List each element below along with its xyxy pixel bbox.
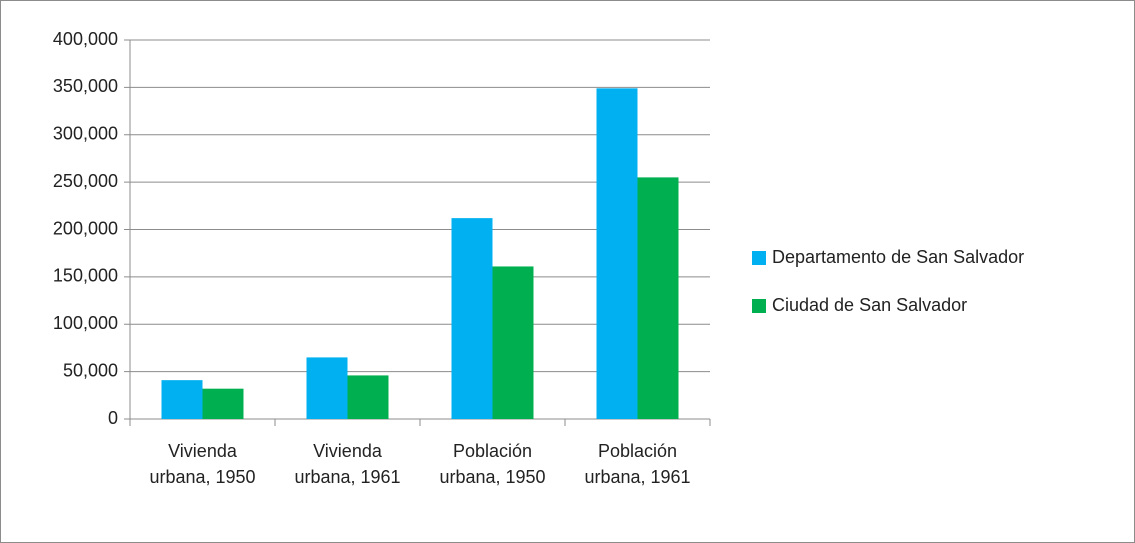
y-tick-label: 350,000 bbox=[53, 76, 118, 96]
legend-label: Departamento de San Salvador bbox=[772, 247, 1024, 267]
y-tick-label: 0 bbox=[108, 408, 118, 428]
legend-swatch bbox=[752, 251, 766, 265]
legend-label: Ciudad de San Salvador bbox=[772, 295, 967, 315]
y-tick-label: 400,000 bbox=[53, 29, 118, 49]
bar bbox=[347, 375, 389, 419]
x-tick-label: Vivienda urbana, 1961 bbox=[294, 441, 401, 487]
y-tick-label: 100,000 bbox=[53, 313, 118, 333]
y-tick-label: 50,000 bbox=[63, 360, 118, 380]
x-tick-label: Población urbana, 1950 bbox=[439, 441, 546, 487]
bar bbox=[306, 357, 348, 419]
x-tick-label: Vivienda urbana, 1950 bbox=[149, 441, 256, 487]
bar bbox=[451, 218, 493, 419]
bar bbox=[596, 88, 638, 419]
y-tick-label: 300,000 bbox=[53, 124, 118, 144]
y-tick-label: 200,000 bbox=[53, 218, 118, 238]
y-tick-label: 150,000 bbox=[53, 266, 118, 286]
bar bbox=[637, 177, 679, 419]
legend-swatch bbox=[752, 299, 766, 313]
x-tick-label: Población urbana, 1961 bbox=[584, 441, 691, 487]
y-tick-label: 250,000 bbox=[53, 171, 118, 191]
bar bbox=[492, 266, 534, 419]
bar bbox=[202, 388, 244, 419]
bar bbox=[161, 380, 203, 419]
